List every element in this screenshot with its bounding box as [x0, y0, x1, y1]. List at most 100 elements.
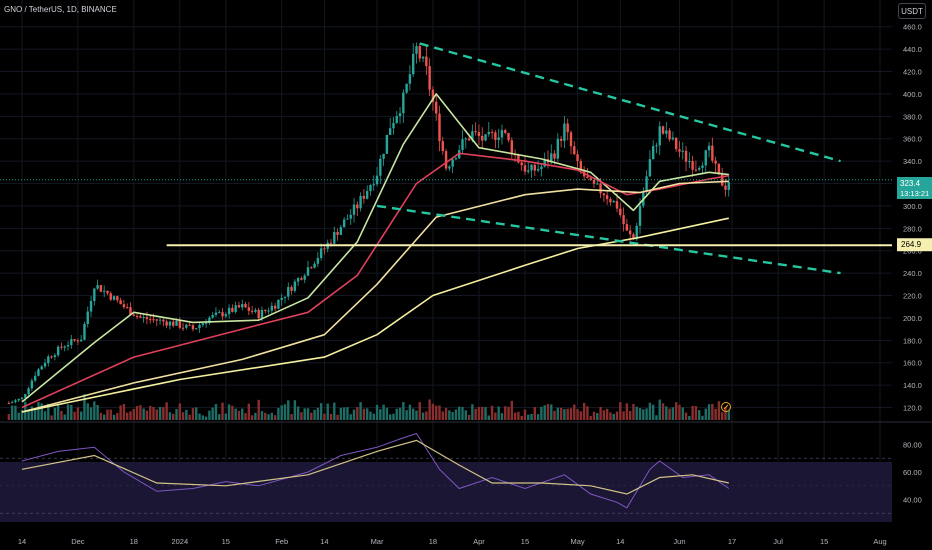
volume-bar	[185, 409, 188, 420]
volume-bar	[612, 413, 615, 420]
volume-bar	[411, 408, 415, 420]
trend-lines	[376, 42, 841, 275]
time-tick-label: Dec	[71, 537, 85, 546]
candle-body	[283, 296, 287, 298]
volume-bar	[53, 407, 57, 420]
volume-bar	[30, 406, 34, 420]
candle-body	[316, 257, 320, 264]
candle-body	[172, 321, 175, 326]
candle-body	[375, 175, 379, 185]
price-tick-label: 360.0	[903, 135, 922, 144]
volume-bar	[425, 411, 428, 420]
candle-body	[56, 346, 60, 356]
time-tick-label: Aug	[873, 537, 886, 546]
price-tick-label: 220.0	[903, 292, 922, 301]
volume-bar	[10, 405, 14, 420]
volume-bar	[507, 406, 510, 420]
candle-body	[464, 138, 467, 140]
volume-bar	[589, 416, 592, 420]
candle-body	[425, 56, 428, 67]
candle-body	[76, 340, 80, 342]
volume-bar	[63, 414, 66, 420]
price-tick-label: 420.0	[903, 68, 922, 77]
trend-line[interactable]	[376, 204, 841, 275]
candle-body	[474, 131, 477, 133]
candle-body	[477, 132, 481, 136]
candle-body	[102, 290, 106, 292]
candle-body	[27, 388, 30, 395]
candle-body	[79, 339, 83, 342]
volume-bar	[471, 404, 474, 420]
volume-bar	[415, 410, 418, 420]
candle-body	[609, 198, 612, 203]
candle-body	[132, 314, 135, 316]
candle-body	[563, 123, 566, 141]
volume-bar	[622, 411, 625, 420]
candle-body	[671, 137, 675, 140]
candle-body	[714, 160, 717, 164]
volume-bar	[533, 406, 537, 420]
candle-body	[619, 208, 622, 216]
candle-body	[527, 170, 530, 172]
candle-body	[421, 56, 425, 59]
candle-body	[411, 53, 415, 75]
candle-body	[306, 267, 310, 276]
volume-bar	[158, 406, 162, 420]
rsi-ma-line	[21, 439, 729, 495]
volume-bar	[579, 411, 583, 420]
candle-body	[461, 139, 464, 151]
candle-body	[688, 161, 691, 163]
chart-settings-icon[interactable]	[721, 402, 731, 412]
volume-bar	[681, 407, 684, 420]
volume-bar	[375, 404, 379, 420]
volume-bar	[517, 411, 520, 420]
candle-body	[402, 92, 405, 114]
volume-bar	[14, 405, 17, 420]
candle-body	[250, 310, 254, 312]
candle-body	[602, 193, 606, 196]
trend-line[interactable]	[419, 42, 841, 163]
volume-bar	[47, 403, 50, 420]
volume-bar	[319, 403, 323, 420]
candle-body	[201, 323, 205, 325]
candle-body	[125, 307, 129, 309]
candle-body	[181, 327, 185, 329]
volume-bar	[20, 409, 24, 420]
time-tick-label: Jul	[773, 537, 783, 546]
volume-bar	[241, 408, 244, 420]
time-tick-label: Jun	[673, 537, 685, 546]
time-axis[interactable]: 14 Dec 18 2024 15 Feb 14 Mar 18 Apr 15 May 14 Jun 17 Ju…	[18, 537, 887, 546]
candle-body	[158, 319, 162, 321]
candle-body	[530, 164, 533, 171]
candle-body	[310, 267, 313, 269]
candle-body	[135, 315, 139, 317]
volume-bar	[395, 408, 398, 420]
candle-body	[168, 321, 172, 326]
volume-bar	[221, 402, 224, 420]
volume-bar	[273, 415, 277, 420]
volume-bar	[227, 404, 231, 420]
candle-body	[632, 234, 635, 240]
volume-bar	[441, 411, 444, 420]
candle-body	[145, 317, 149, 320]
rsi-axis[interactable]: 80.00 60.00 40.00	[903, 441, 922, 505]
candle-body	[435, 101, 438, 114]
candle-body	[576, 154, 579, 162]
candle-body	[43, 362, 47, 367]
volume-bar	[191, 408, 195, 420]
candle-body	[198, 324, 201, 329]
candle-body	[615, 201, 619, 209]
volume-bar	[168, 412, 172, 420]
volume-bar	[155, 409, 158, 420]
volume-bar	[655, 415, 658, 420]
volume-bar	[201, 415, 205, 420]
candle-body	[264, 310, 267, 312]
candle-body	[441, 141, 444, 152]
volume-bar	[234, 408, 237, 420]
volume-bar	[553, 410, 556, 420]
volume-bar	[244, 413, 247, 420]
currency-button[interactable]: USDT	[898, 3, 926, 19]
volume-bar	[27, 409, 30, 420]
volume-bar	[523, 409, 527, 420]
price-tick-label: 200.0	[903, 314, 922, 323]
